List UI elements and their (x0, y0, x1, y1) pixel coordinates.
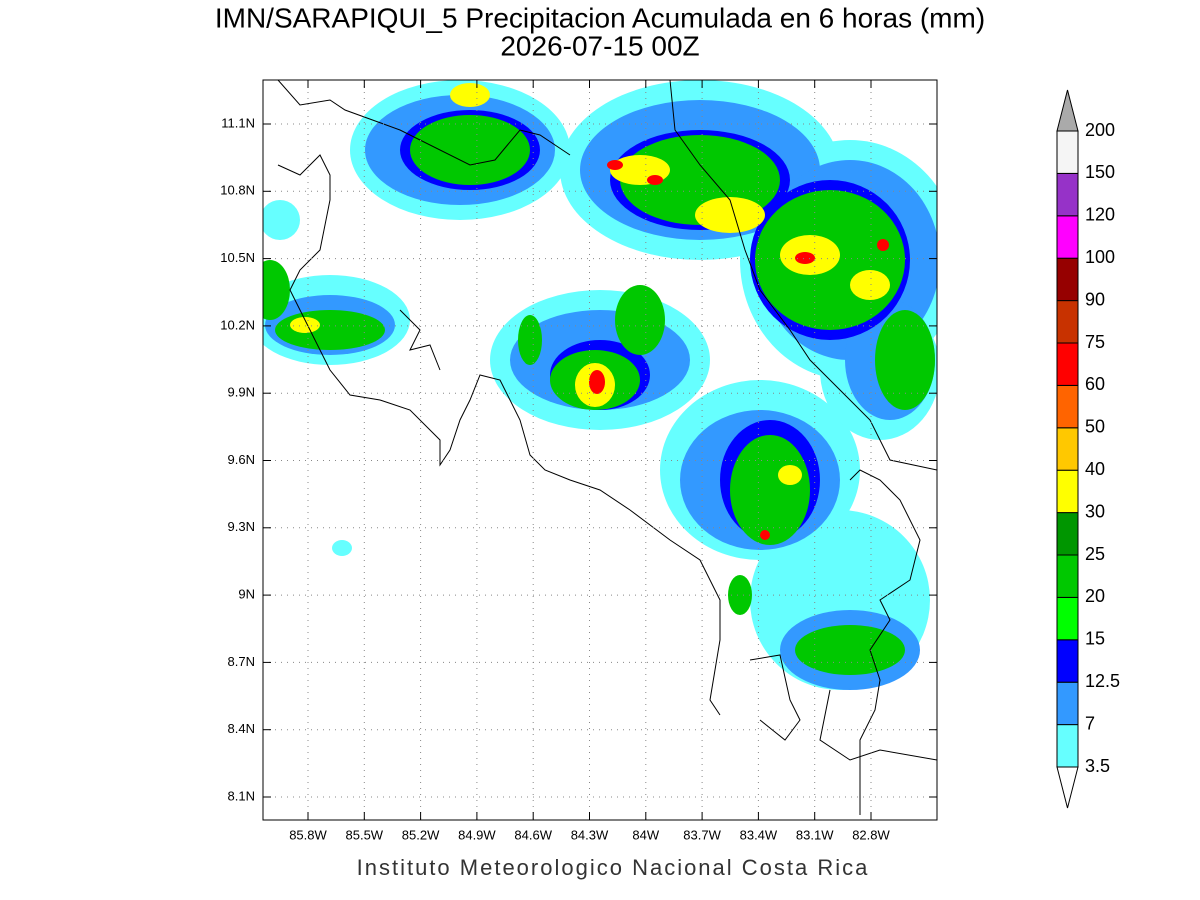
colorbar-box (1056, 639, 1079, 683)
colorbar-label: 100 (1085, 247, 1115, 267)
coastline (277, 80, 937, 815)
colorbar-box (1056, 130, 1079, 174)
y-tick-label: 9N (238, 587, 255, 602)
y-tick-label: 10.8N (220, 183, 255, 198)
y-tick-label: 10.2N (220, 317, 255, 332)
colorbar-label: 7 (1085, 713, 1095, 733)
colorbar-box (1056, 512, 1079, 556)
colorbar-label: 150 (1085, 162, 1115, 182)
colorbar-label: 75 (1085, 332, 1105, 352)
colorbar-label: 90 (1085, 289, 1105, 309)
y-tick-label: 8.4N (228, 721, 255, 736)
x-tick-label: 85.5W (346, 827, 384, 842)
colorbar-box (1056, 257, 1079, 302)
y-tick-label: 11.1N (221, 115, 255, 130)
colorbar-box (1056, 300, 1079, 344)
colorbar-label: 20 (1085, 586, 1105, 606)
x-tick-label: 85.2W (402, 827, 440, 842)
colorbar-box (1056, 342, 1079, 386)
colorbar-label: 3.5 (1085, 756, 1110, 776)
subtitle: 2026-07-15 00Z (500, 30, 699, 61)
precip-field (263, 80, 937, 690)
grid (263, 80, 937, 820)
x-tick-label: 83.1W (796, 827, 834, 842)
colorbar-label: 60 (1085, 374, 1105, 394)
x-tick-label: 84.3W (571, 827, 609, 842)
map-frame (262, 79, 938, 821)
colorbar-box (1056, 681, 1079, 726)
title: IMN/SARAPIQUI_5 Precipitacion Acumulada … (215, 2, 985, 33)
colorbar-box (1056, 172, 1079, 217)
colorbar-box (1056, 215, 1079, 259)
colorbar-label: 12.5 (1085, 671, 1120, 691)
x-tick-label: 84W (632, 827, 659, 842)
colorbar-box (1056, 384, 1079, 429)
y-tick-label: 8.1N (228, 788, 255, 803)
y-tick-label: 9.6N (228, 452, 255, 467)
colorbar-label: 25 (1085, 544, 1105, 564)
x-tick-label: 84.6W (514, 827, 552, 842)
x-tick-label: 85.8W (289, 827, 327, 842)
x-tick-label: 84.9W (458, 827, 496, 842)
colorbar-over (1056, 89, 1079, 132)
colorbar-label: 30 (1085, 501, 1105, 521)
y-tick-label: 8.7N (228, 654, 255, 669)
footer: Instituto Meteorologico Nacional Costa R… (357, 855, 870, 880)
colorbar-label: 200 (1085, 120, 1115, 140)
colorbar-label: 50 (1085, 417, 1105, 437)
colorbar-label: 40 (1085, 459, 1105, 479)
colorbar-label: 120 (1085, 205, 1115, 225)
colorbar-box (1056, 554, 1079, 598)
y-tick-label: 9.3N (228, 519, 255, 534)
colorbar-under (1056, 766, 1079, 809)
y-tick-label: 9.9N (228, 385, 255, 400)
x-tick-label: 83.4W (740, 827, 778, 842)
colorbar-label: 15 (1085, 629, 1105, 649)
y-tick-label: 10.5N (220, 250, 255, 265)
colorbar-box (1056, 469, 1079, 514)
colorbar-box (1056, 596, 1079, 641)
colorbar-box (1056, 724, 1079, 768)
x-tick-label: 82.8W (852, 827, 890, 842)
colorbar-box (1056, 427, 1079, 471)
x-tick-label: 83.7W (683, 827, 721, 842)
